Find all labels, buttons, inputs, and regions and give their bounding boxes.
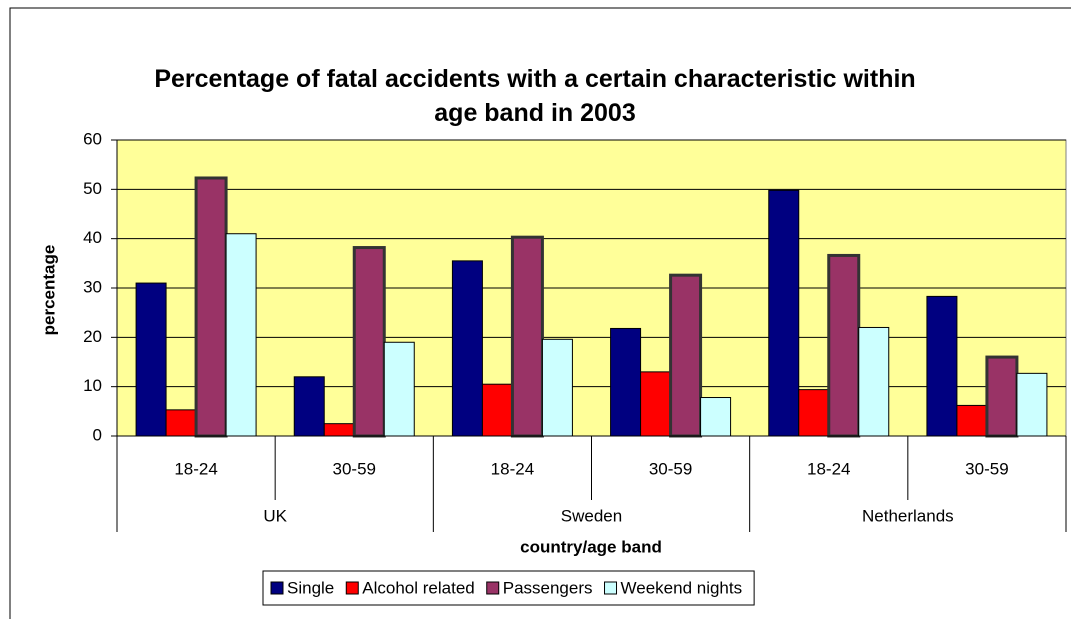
x-axis-title: country/age band (520, 537, 662, 556)
bar (541, 338, 573, 437)
x-tick-label: 30-59 (965, 459, 1008, 478)
legend-swatch (270, 581, 284, 595)
bar (700, 397, 732, 437)
y-tick-label: 30 (83, 277, 102, 296)
bar (225, 233, 257, 437)
bar (451, 260, 483, 437)
bar (323, 423, 355, 437)
y-tick-label: 60 (83, 129, 102, 148)
x-tick-label: 30-59 (649, 459, 692, 478)
group-label: Sweden (561, 506, 622, 525)
bar (352, 246, 386, 438)
bar (768, 189, 800, 437)
bar (858, 326, 890, 437)
bar (510, 235, 544, 438)
bar (640, 371, 672, 437)
x-tick-label: 30-59 (333, 459, 376, 478)
chart-title: Percentage of fatal accidents with a cer… (154, 65, 916, 127)
bar (985, 355, 1019, 438)
chart-frame (9, 7, 1071, 619)
x-tick-label: 18-24 (491, 459, 534, 478)
bar (956, 404, 988, 437)
legend-label: Single (287, 578, 334, 597)
bar (610, 327, 642, 437)
y-axis-title: percentage (39, 245, 58, 336)
y-tick-label: 50 (83, 179, 102, 198)
bar (926, 295, 958, 437)
legend-label: Weekend nights (621, 578, 743, 597)
y-tick-label: 10 (83, 376, 102, 395)
bar (293, 376, 325, 437)
y-tick-label: 0 (93, 425, 102, 444)
bar (669, 273, 703, 438)
x-tick-label: 18-24 (174, 459, 217, 478)
bar (1016, 372, 1048, 437)
bar (165, 409, 197, 437)
bar (194, 176, 228, 438)
y-tick-label: 40 (83, 228, 102, 247)
legend-label: Alcohol related (362, 578, 474, 597)
bar (383, 341, 415, 437)
legend-label: Passengers (503, 578, 593, 597)
legend-swatch (486, 581, 500, 595)
bar (798, 389, 830, 437)
legend-box (262, 570, 755, 606)
x-tick-label: 18-24 (807, 459, 850, 478)
y-tick-label: 20 (83, 327, 102, 346)
bar (481, 383, 513, 437)
bar (827, 253, 861, 438)
bar (135, 282, 167, 437)
group-label: UK (263, 506, 287, 525)
group-label: Netherlands (862, 506, 954, 525)
legend-swatch (345, 581, 359, 595)
legend-swatch (604, 581, 618, 595)
